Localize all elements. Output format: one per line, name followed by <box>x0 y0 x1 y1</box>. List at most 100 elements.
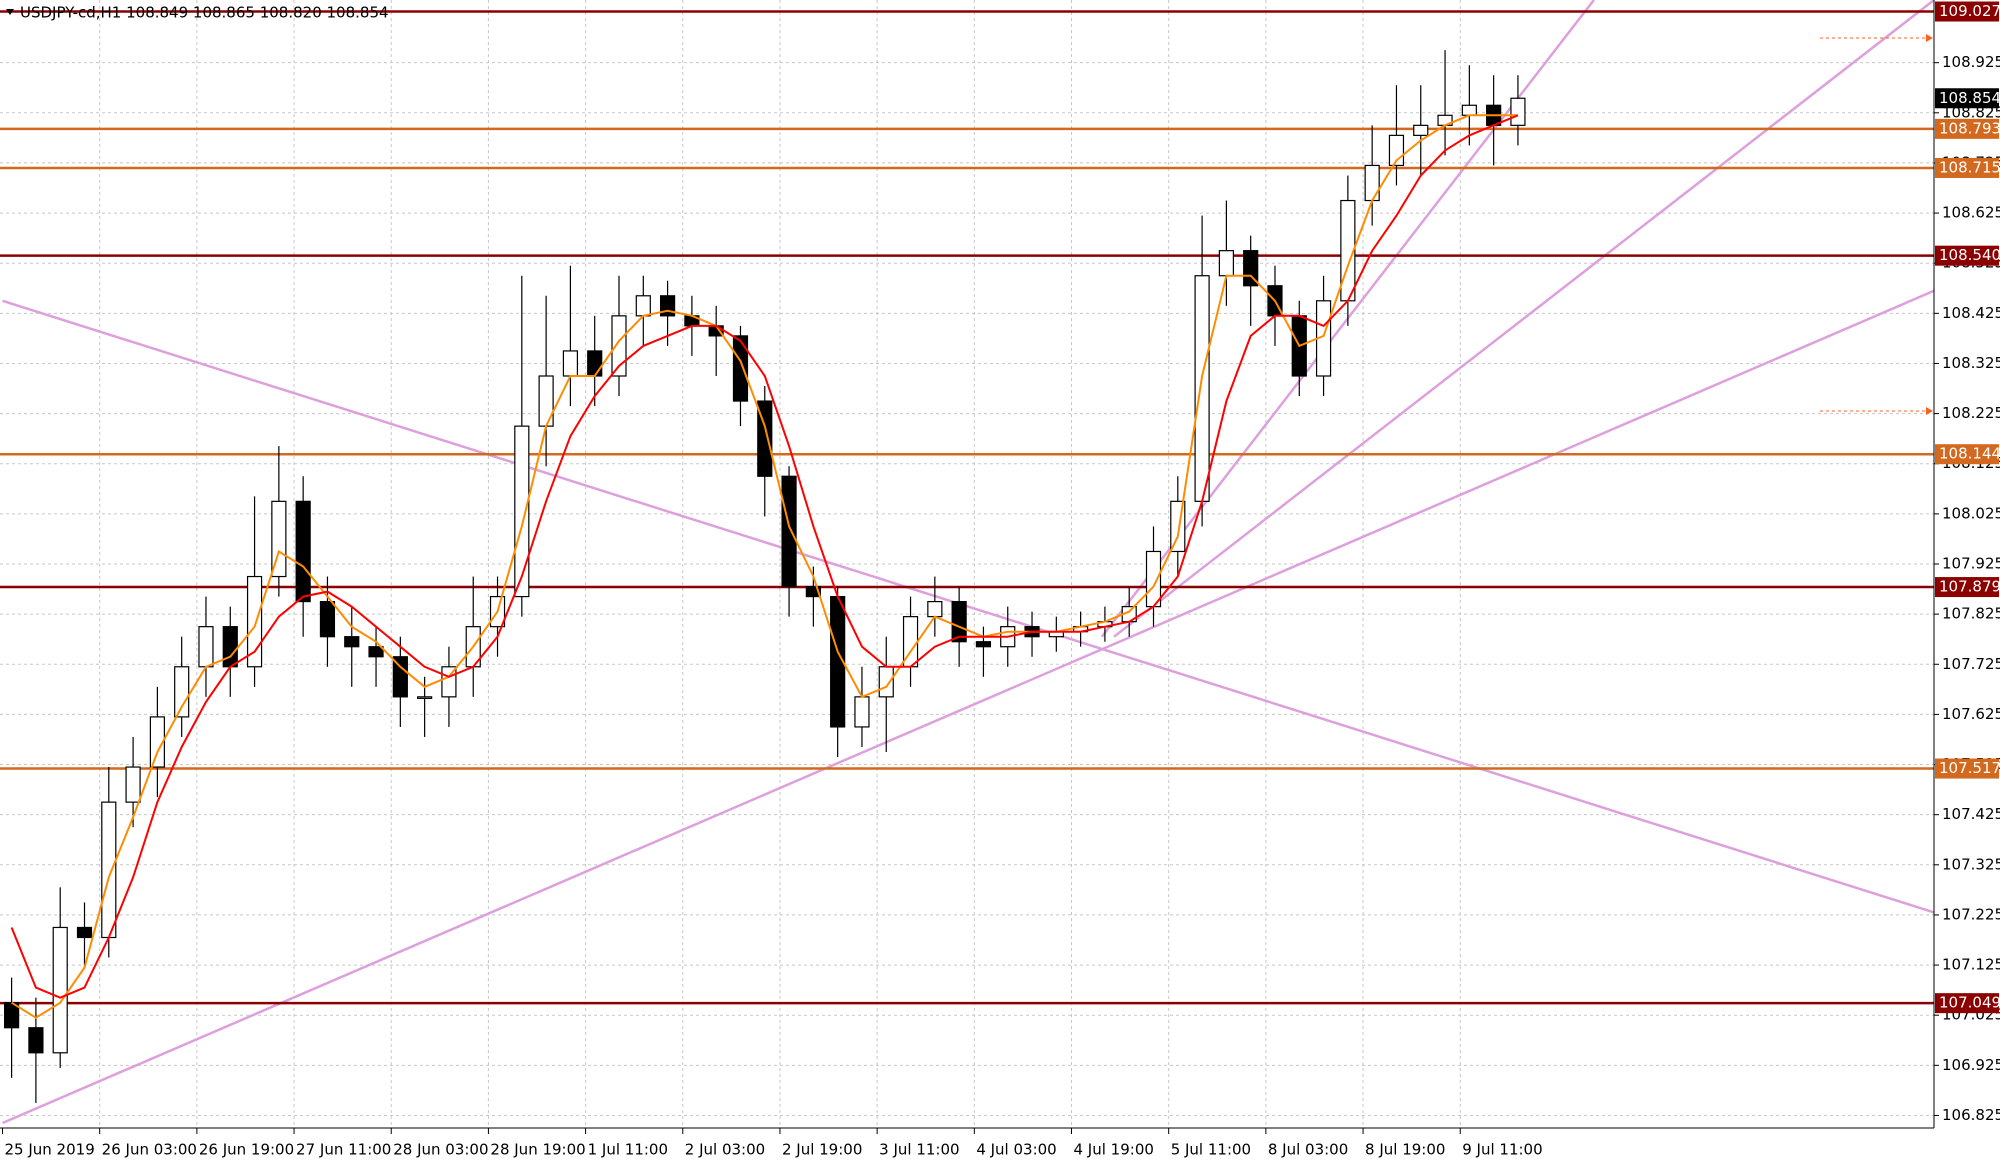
candle-body <box>344 636 360 648</box>
candle-body <box>198 626 214 668</box>
y-tick-label: 108.625 <box>1942 204 2000 222</box>
candle-body <box>4 1002 20 1029</box>
candle-body <box>28 1027 44 1054</box>
candle-body <box>562 350 579 377</box>
y-tick-label: 107.825 <box>1942 605 2000 623</box>
x-tick-label: 25 Jun 2019 <box>5 1141 95 1159</box>
moving-averages <box>10 114 1519 1019</box>
x-tick-label: 1 Jul 11:00 <box>588 1141 668 1159</box>
y-tick-label: 107.625 <box>1942 705 2000 723</box>
candle-body <box>878 666 894 698</box>
level-label: 108.144 <box>1939 445 2000 463</box>
last-price-box <box>1935 88 1999 109</box>
y-tick-label: 107.925 <box>1942 555 2000 573</box>
candle-body <box>781 475 797 588</box>
candle-body <box>927 600 943 618</box>
x-tick-label: 9 Jul 11:00 <box>1462 1141 1542 1159</box>
x-tick-label: 28 Jun 03:00 <box>393 1141 488 1159</box>
candle-body <box>1413 124 1429 136</box>
candle-body <box>1510 97 1526 126</box>
candle-body <box>611 315 627 377</box>
level-label-box <box>1935 245 1999 266</box>
arrow-head <box>1926 34 1933 42</box>
candle-body <box>951 600 967 643</box>
candle-body <box>101 801 117 939</box>
level-label-box <box>1935 1 1999 22</box>
candle-body <box>149 716 165 768</box>
x-tick-label: 27 Jun 11:00 <box>296 1141 391 1159</box>
x-tick-label: 4 Jul 19:00 <box>1074 1141 1154 1159</box>
candle-body <box>76 926 93 939</box>
x-tick-label: 8 Jul 19:00 <box>1365 1141 1445 1159</box>
candle-body <box>222 626 238 668</box>
y-tick-label: 107.725 <box>1942 655 2000 673</box>
candle-body <box>295 500 311 603</box>
x-tick-label: 5 Jul 11:00 <box>1171 1141 1251 1159</box>
y-tick-label: 108.425 <box>1942 304 2000 322</box>
candle-body <box>1194 275 1210 502</box>
grid <box>0 0 1934 1128</box>
candle-body <box>246 575 263 668</box>
candles <box>4 50 1526 1103</box>
level-label: 108.540 <box>1939 246 2000 264</box>
candle-body <box>368 646 384 658</box>
last-price-label: 108.854 <box>1939 89 2000 107</box>
level-label: 108.715 <box>1939 158 2000 176</box>
moving-average <box>11 114 1518 1019</box>
level-label: 109.027 <box>1939 2 2000 20</box>
y-tick-label: 108.025 <box>1942 504 2000 522</box>
level-label-box <box>1935 758 1999 779</box>
candle-body <box>52 926 68 1054</box>
level-labels: 109.027 108.793 108.715 108.540 108.144 107.8… <box>1935 1 2000 1014</box>
level-label-box <box>1935 118 1999 139</box>
candle-body <box>514 425 530 598</box>
candle-body <box>1145 550 1162 608</box>
trendline <box>2 289 1934 1125</box>
candle-body <box>635 295 651 317</box>
candle-body <box>271 500 287 578</box>
y-tick-label: 108.225 <box>1942 404 2000 422</box>
x-tick-label: 28 Jun 19:00 <box>490 1141 585 1159</box>
candle-body <box>392 656 408 698</box>
y-tick-label: 108.925 <box>1942 53 2000 71</box>
level-label-box <box>1935 157 1999 178</box>
x-tick-label: 2 Jul 19:00 <box>782 1141 862 1159</box>
level-label: 108.793 <box>1939 119 2000 137</box>
y-tick-label: 107.225 <box>1942 905 2000 923</box>
candle-body <box>805 585 821 598</box>
x-tick-label: 26 Jun 19:00 <box>199 1141 294 1159</box>
candle-body <box>732 335 749 402</box>
y-tick-label: 107.425 <box>1942 805 2000 823</box>
candle-body <box>174 666 190 718</box>
levels <box>0 10 1934 1005</box>
candle-body <box>587 350 603 377</box>
x-tick-label: 4 Jul 03:00 <box>976 1141 1056 1159</box>
menu-triangle <box>6 9 14 15</box>
candle-body <box>854 696 870 728</box>
x-tick-label: 26 Jun 03:00 <box>102 1141 197 1159</box>
candle-body <box>417 696 433 699</box>
candle-body <box>1461 104 1477 116</box>
x-tick-label: 3 Jul 11:00 <box>879 1141 959 1159</box>
level-label: 107.049 <box>1939 994 2000 1012</box>
candle-body <box>319 600 336 638</box>
level-label-box <box>1935 577 1999 598</box>
level-label-box <box>1935 993 1999 1014</box>
moving-average <box>10 114 1519 999</box>
level-label: 107.879 <box>1939 578 2000 596</box>
y-tick-label: 106.825 <box>1942 1106 2000 1124</box>
candle-body <box>1243 250 1259 287</box>
level-label: 107.517 <box>1939 759 2000 777</box>
chart-header: USDJPY-cd,H1 108.849 108.865 108.820 108… <box>20 4 389 22</box>
arrow-head <box>1926 407 1933 415</box>
trendline <box>1113 0 1934 638</box>
candle-body <box>1364 164 1380 202</box>
x-tick-label: 8 Jul 03:00 <box>1268 1141 1348 1159</box>
level-label-box <box>1935 444 1999 465</box>
candle-body <box>125 766 141 803</box>
candle-body <box>659 295 676 317</box>
y-tick-label: 106.925 <box>1942 1056 2000 1074</box>
trendline <box>2 299 1934 914</box>
